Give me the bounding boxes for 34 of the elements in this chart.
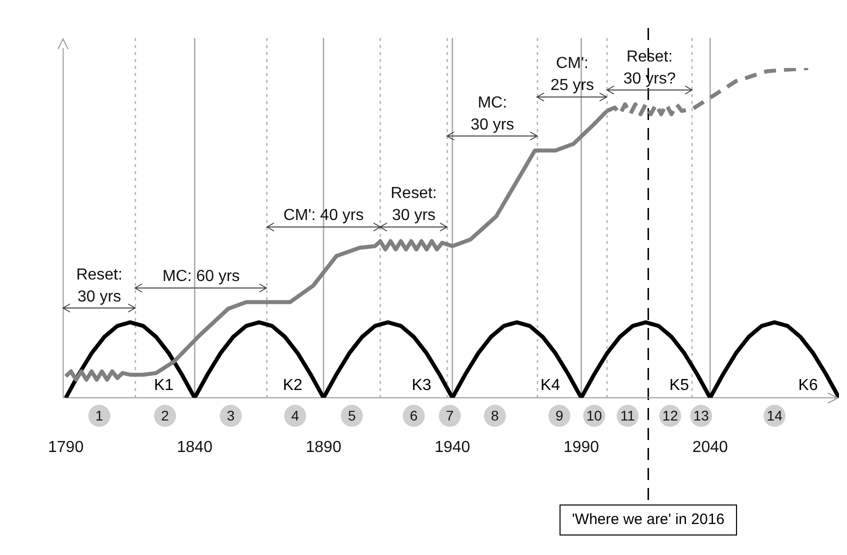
text: 1 [95, 408, 104, 424]
text: 11 [620, 408, 636, 424]
annotation: MC: 60 yrs [162, 268, 240, 286]
series-label: K1 [154, 377, 174, 394]
annotation: CM': 40 yrs [283, 207, 364, 224]
text: 12 [662, 408, 678, 424]
text: 6 [410, 408, 418, 424]
text: 3 [226, 408, 235, 424]
annotation: Reset: 30 yrs [390, 185, 437, 224]
x-tick-label: 1840 [176, 438, 213, 456]
text: 10 [586, 408, 602, 424]
text: 13 [693, 408, 710, 424]
x-tick-label: 1890 [306, 438, 342, 456]
text: 2 [161, 408, 170, 424]
text: 7 [446, 408, 454, 424]
annotation: CM': 25 yrs [550, 54, 594, 94]
x-tick-label: 2040 [692, 438, 728, 456]
ref-line-label: 'Where we are' in 2016 [572, 511, 725, 528]
text: 9 [555, 408, 564, 424]
series-label: K4 [540, 377, 560, 394]
annotation: Reset: 30 yrs [76, 266, 122, 306]
x-tick-label: 1940 [434, 438, 470, 456]
x-tick-label: 1790 [48, 438, 84, 456]
series-label: K2 [282, 377, 302, 394]
text: 8 [491, 408, 500, 424]
series-label: K6 [798, 377, 818, 394]
text: 5 [348, 408, 356, 424]
series-label: K3 [412, 377, 432, 394]
x-tick-label: 1990 [563, 438, 600, 456]
annotation: Reset: 30 yrs? [623, 48, 676, 88]
text: 14 [766, 408, 783, 424]
annotation: MC: 30 yrs [470, 94, 514, 134]
series-label: K5 [669, 377, 690, 394]
text: 4 [291, 408, 300, 424]
